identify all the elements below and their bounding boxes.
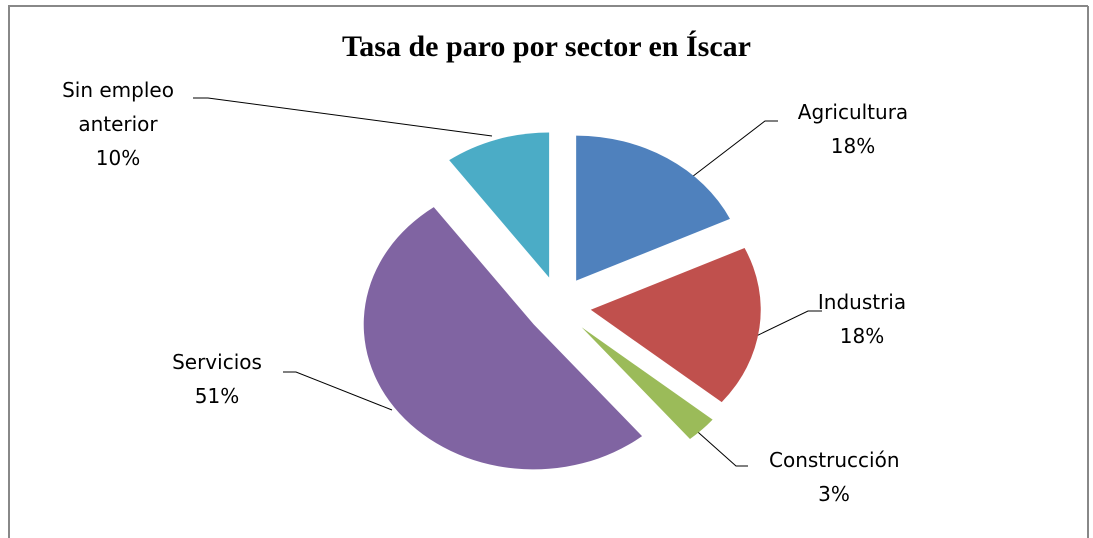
slices [363, 132, 761, 470]
pie-slice [590, 248, 761, 403]
data-label: Construcción 3% [769, 443, 900, 511]
pie-slice [449, 132, 550, 278]
data-label: Agricultura 18% [788, 95, 918, 163]
category-label: Agricultura [797, 100, 909, 124]
pie-slice [363, 207, 643, 470]
data-label: Industria 18% [797, 285, 927, 353]
pie-slice [581, 327, 713, 439]
data-label: Servicios 51% [152, 345, 282, 413]
chart-title: Tasa de paro por sector en Íscar [342, 30, 751, 63]
category-label: Servicios [172, 350, 262, 374]
leader-lines [193, 97, 822, 467]
pie-slice [576, 135, 730, 281]
category-label: Sin empleo anterior [62, 78, 174, 136]
data-label: Sin empleo anterior 10% [56, 73, 181, 175]
category-label: Industria [817, 290, 907, 314]
value-label: 3% [818, 482, 850, 506]
frame [8, 5, 1089, 538]
value-label: 18% [839, 324, 885, 348]
value-label: 51% [194, 384, 240, 408]
value-label: 10% [95, 146, 141, 170]
category-label: Construcción [769, 448, 900, 472]
value-label: 18% [830, 134, 876, 158]
